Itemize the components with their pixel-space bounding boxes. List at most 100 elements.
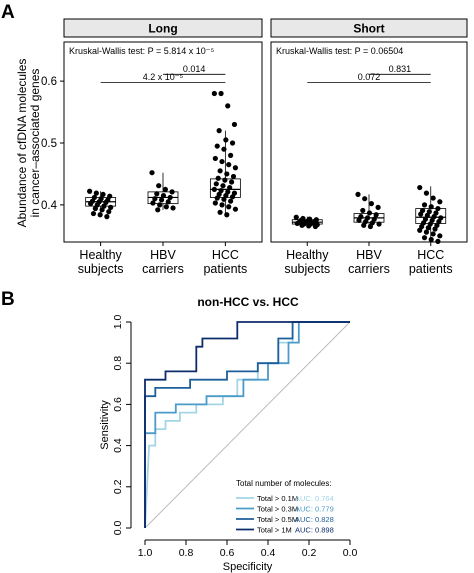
- data-point: [229, 194, 236, 200]
- data-point: [155, 207, 161, 213]
- data-point: [222, 177, 228, 183]
- data-point: [92, 205, 98, 212]
- data-point: [90, 210, 97, 217]
- data-point: [99, 207, 105, 213]
- comparison-p-value: 0.072: [358, 72, 381, 82]
- x-tick-label: HCC patients: [203, 248, 247, 276]
- data-point: [425, 225, 431, 231]
- data-point: [215, 175, 221, 181]
- data-point: [432, 226, 438, 232]
- roc-legend-auc: AUC: 0.898: [295, 526, 334, 535]
- roc-y-axis-label: Sensitivity: [99, 400, 111, 450]
- roc-curve-series-4: [144, 321, 350, 528]
- roc-curve-series-3: [144, 321, 350, 528]
- data-point: [435, 238, 441, 244]
- data-point: [224, 171, 230, 177]
- data-point: [367, 223, 374, 230]
- data-point: [421, 202, 428, 208]
- data-point: [216, 128, 222, 134]
- data-point: [221, 196, 227, 202]
- data-point: [224, 212, 230, 218]
- data-point: [232, 165, 239, 171]
- data-point: [360, 207, 366, 214]
- roc-legend-auc: AUC: 0.779: [295, 505, 334, 514]
- data-point: [214, 143, 220, 149]
- data-point: [165, 199, 171, 205]
- data-point: [212, 200, 218, 206]
- data-point: [294, 220, 300, 227]
- y-tick-label: 0.6: [41, 76, 57, 88]
- facet-strip: [270, 18, 468, 38]
- data-point: [423, 229, 430, 235]
- data-point: [217, 168, 223, 174]
- roc-title: non-HCC vs. HCC: [197, 295, 299, 309]
- data-point: [373, 212, 379, 218]
- data-point: [87, 201, 94, 207]
- data-point: [355, 191, 361, 197]
- data-point: [225, 103, 231, 109]
- roc-x-tick-label: 0.8: [179, 547, 194, 559]
- data-point: [418, 211, 424, 217]
- data-point: [226, 162, 232, 168]
- roc-legend: Total number of molecules:Total > 0.1MAU…: [236, 479, 334, 535]
- roc-x-tick-label: 1.0: [138, 547, 153, 559]
- data-point: [293, 214, 299, 220]
- data-point: [299, 222, 305, 228]
- roc-x-tick-label: 0.0: [343, 547, 358, 559]
- comparison-p-value: 4.2 x 10⁻⁵: [143, 72, 184, 82]
- data-point: [306, 223, 312, 229]
- data-point: [156, 183, 162, 189]
- data-point: [417, 227, 423, 233]
- data-point: [428, 204, 434, 210]
- data-point: [417, 184, 423, 191]
- data-point: [226, 204, 232, 210]
- data-point: [228, 198, 234, 204]
- roc-legend-label: Total > 0.5M: [257, 515, 298, 524]
- comparison-p-value: 0.014: [183, 64, 206, 74]
- comparison-p-value: 0.831: [389, 64, 412, 74]
- data-point: [368, 201, 374, 207]
- roc-curve-series-2: [144, 321, 350, 528]
- data-point: [231, 121, 238, 128]
- data-point: [149, 170, 155, 176]
- data-point: [158, 197, 165, 203]
- roc-legend-label: Total > 0.1M: [257, 494, 298, 503]
- data-point: [312, 223, 318, 230]
- data-point: [218, 90, 224, 97]
- data-point: [228, 152, 234, 158]
- kruskal-wallis-label: Kruskal-Wallis test: P = 0.06504: [276, 46, 403, 56]
- data-point: [167, 194, 173, 201]
- data-point: [428, 236, 434, 243]
- x-tick-label: Healthy subjects: [284, 248, 330, 276]
- data-point: [219, 202, 225, 208]
- data-point: [375, 204, 381, 210]
- data-point: [214, 195, 220, 201]
- data-point: [221, 146, 227, 152]
- data-point: [223, 137, 229, 143]
- data-point: [106, 209, 112, 215]
- data-point: [93, 190, 99, 196]
- roc-y-tick-label: 0.6: [112, 397, 124, 412]
- roc-x-tick-label: 0.2: [302, 547, 317, 559]
- data-point: [154, 191, 160, 197]
- kruskal-wallis-label: Kruskal-Wallis test: P = 5.814 x 10⁻⁵: [69, 46, 215, 56]
- roc-y-tick-label: 0.0: [112, 521, 124, 536]
- data-point: [97, 212, 103, 218]
- roc-legend-auc: AUC: 0.764: [295, 494, 334, 503]
- data-point: [211, 186, 217, 193]
- data-point: [152, 196, 158, 202]
- data-point: [213, 181, 219, 187]
- x-tick-label: Healthy subjects: [78, 248, 124, 276]
- roc-y-tick-label: 1.0: [112, 315, 124, 330]
- panel-a-y-axis-label: Abundance of cfDNA moleculesin cancer–as…: [15, 59, 42, 228]
- data-point: [220, 183, 226, 189]
- data-point: [163, 204, 169, 210]
- data-point: [87, 188, 93, 194]
- roc-x-tick-label: 0.4: [261, 547, 276, 559]
- data-point: [421, 235, 428, 241]
- data-point: [108, 204, 114, 210]
- roc-legend-label: Total > 1M: [257, 526, 292, 535]
- data-point: [160, 192, 167, 199]
- roc-diagonal: [144, 321, 351, 529]
- data-point: [150, 200, 156, 206]
